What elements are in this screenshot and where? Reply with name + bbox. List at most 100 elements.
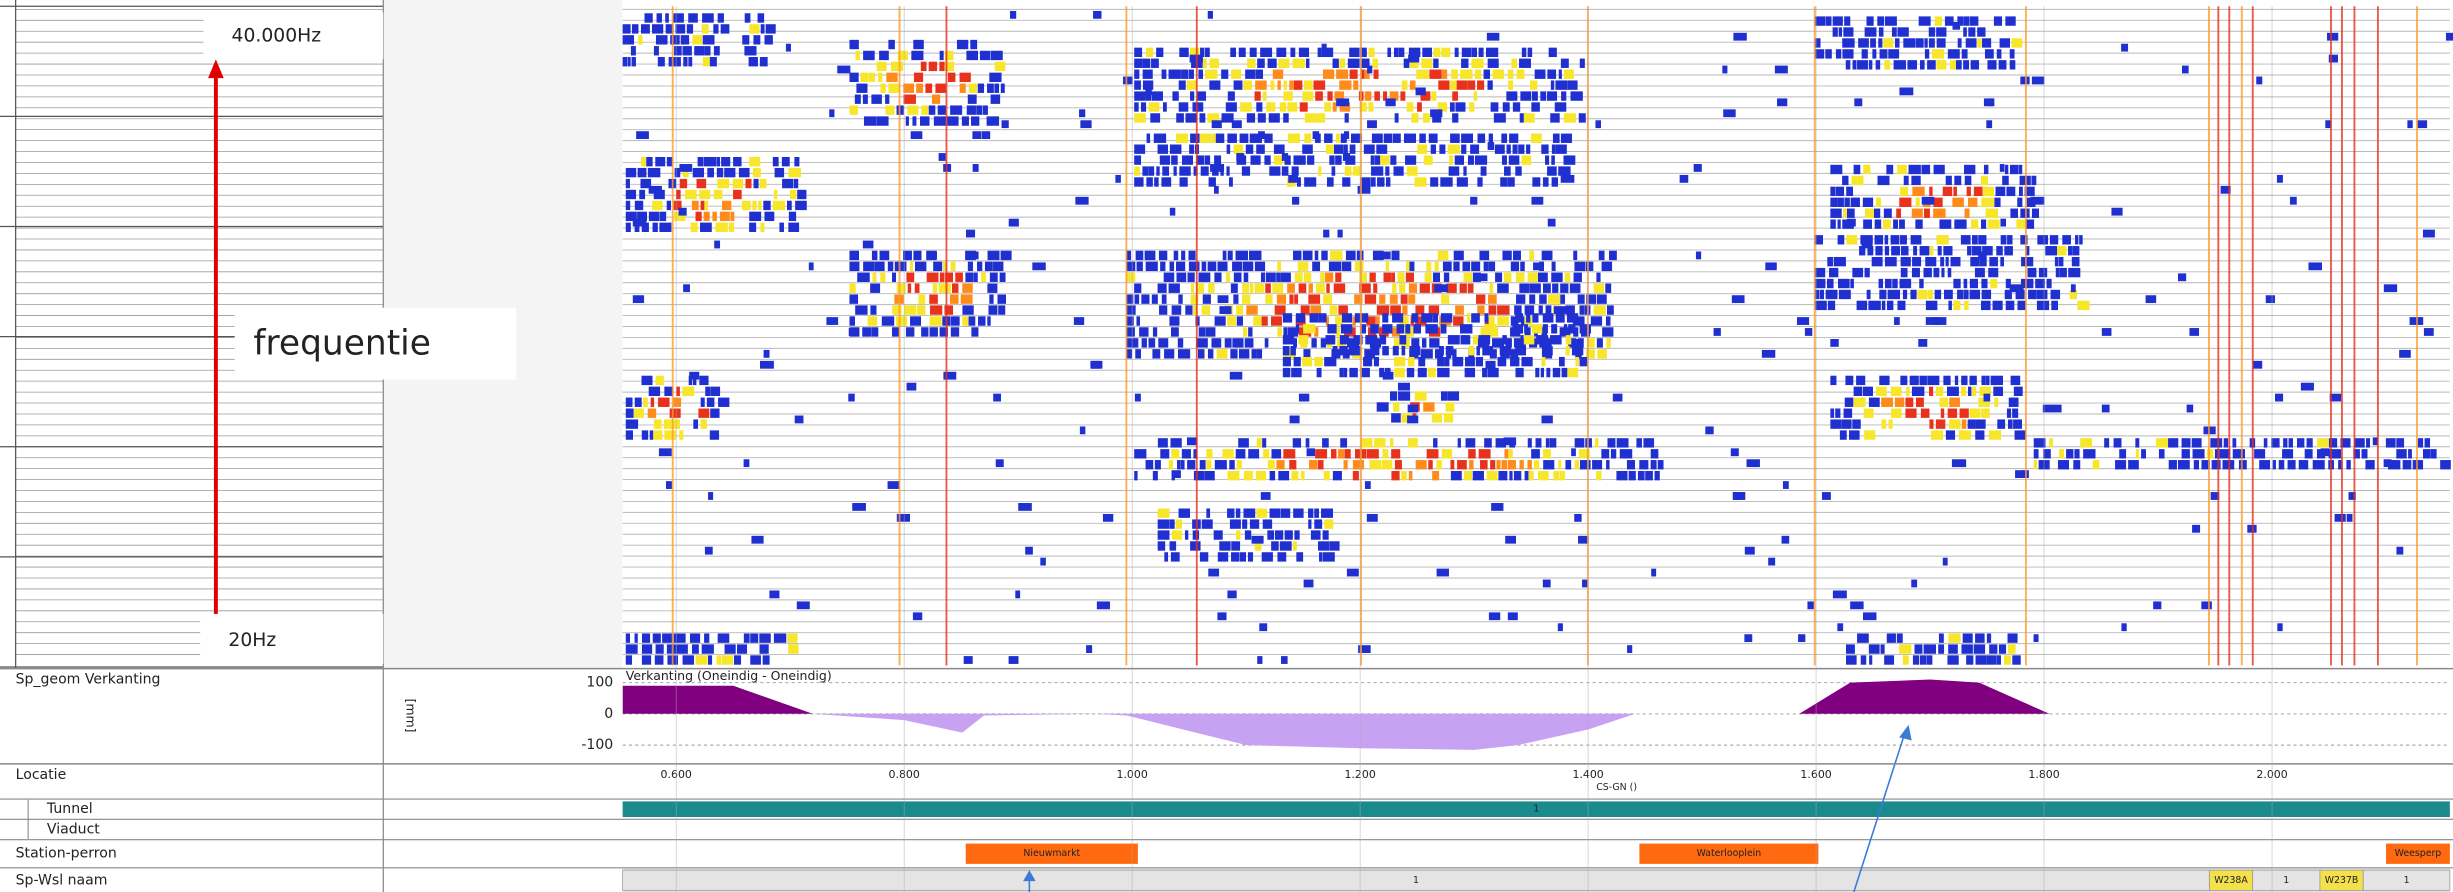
spectrum-cell (1814, 16, 1826, 26)
spectrum-cell (1928, 27, 1936, 37)
spectrum-cell (657, 57, 665, 67)
spectrum-cell (676, 189, 681, 200)
spectrum-cell (1398, 391, 1411, 401)
spectrum-cell (1373, 356, 1380, 367)
spectrum-cell (1298, 283, 1307, 293)
spectrum-cell (1845, 375, 1854, 386)
spectrum-cell (1475, 273, 1488, 282)
spectrum-cell (906, 272, 915, 282)
spectrum-cell (1391, 470, 1400, 481)
spectrum-cell (1925, 317, 1940, 325)
spectrum-cell (648, 211, 660, 222)
spectrum-cell (707, 655, 713, 665)
spectrum-cell (990, 50, 1003, 61)
spectrum-cell (1953, 278, 1961, 289)
spectrum-cell (625, 644, 638, 654)
spectrum-cell (1578, 449, 1590, 459)
spectrum-cell (1835, 186, 1845, 197)
spectrum-cell (1157, 530, 1170, 540)
spectrum-cell (1227, 133, 1237, 143)
spectrum-cell (1437, 250, 1449, 261)
spectrum-cell (1358, 645, 1371, 653)
spectrum-cell (1920, 408, 1930, 418)
spectrum-cell (1931, 430, 1944, 440)
spectrum-cell (1304, 80, 1313, 90)
spectrum-cell (1199, 113, 1206, 123)
spectrum-cell (1984, 49, 1994, 59)
spectrum-cell (1282, 335, 1295, 345)
spectrum-cell (1961, 49, 1968, 59)
spectrum-cell (1968, 197, 1978, 207)
spectrum-cell (1452, 349, 1457, 359)
spectrum-cell (1982, 246, 1993, 256)
spectrum-cell (1245, 69, 1256, 79)
spectrum-cell (1587, 338, 1595, 348)
spectrum-cell (913, 39, 924, 50)
spectrum-cell (1983, 164, 1989, 175)
spectrum-cell (1145, 87, 1152, 96)
spectrum-cell (2287, 460, 2296, 470)
spectrum-cell (1303, 324, 1316, 334)
spectrum-cell (630, 46, 636, 56)
spectrum-cell (1730, 448, 1739, 457)
spectrum-cell (2365, 460, 2375, 470)
spectrum-cell (1330, 250, 1343, 261)
spectrum-cell (718, 397, 730, 407)
spectrum-cell (1993, 16, 2003, 26)
spectrum-cell (993, 393, 1002, 402)
spectrum-cell (1954, 219, 1967, 229)
spectrum-cell (1256, 102, 1263, 112)
spectrum-cell (1415, 87, 1426, 96)
spectrum-cell (990, 94, 1001, 104)
spectrum-cell (1233, 144, 1244, 154)
spectrum-cell (1371, 166, 1384, 176)
spectrum-cell (1242, 519, 1248, 529)
spectrum-cell (1148, 338, 1156, 348)
spectrum-cell (1134, 58, 1143, 68)
spectrum-cell (903, 83, 915, 93)
spectrum-cell (860, 72, 869, 83)
spectrum-cell (1339, 335, 1349, 345)
spectrum-cell (2178, 460, 2190, 470)
spectrum-cell (2062, 235, 2071, 245)
spectrum-cell (636, 131, 649, 140)
spectrum-cell (1470, 144, 1480, 154)
spectrum-cell (1606, 460, 1610, 470)
spectrum-cell (1942, 186, 1953, 197)
spectrum-cell (855, 50, 860, 61)
left-panel (0, 0, 384, 892)
x-axis-name: CS-GN () (1596, 782, 1637, 793)
spectrum-cell (1550, 113, 1560, 123)
spectrum-cell (2033, 449, 2039, 459)
spectrum-cell (764, 211, 775, 222)
spectrum-cell (1415, 316, 1427, 326)
spectrum-cell (1550, 80, 1555, 90)
spectrum-cell (1179, 47, 1189, 58)
spectrum-cell (1541, 144, 1549, 154)
spectrum-cell (1722, 65, 1728, 74)
spectrum-cell (1940, 256, 1945, 267)
spectrum-cell (1236, 305, 1244, 315)
spectrum-cell (1140, 102, 1147, 112)
spectrum-cell (688, 57, 693, 67)
spectrum-cell (2396, 449, 2407, 459)
spectrum-cell (2306, 438, 2313, 448)
spectrum-cell (1139, 327, 1149, 337)
spectrum-cell (1856, 375, 1866, 386)
spectrum-cell (1364, 349, 1375, 359)
spectrum-cell (1523, 113, 1535, 123)
spectrum-cell (1269, 470, 1276, 481)
spectrum-cell (1408, 294, 1416, 304)
spectrum-cell (734, 655, 742, 665)
spectrum-cell (1575, 356, 1579, 367)
spectrum-cell (1233, 272, 1242, 282)
spectrum-cell (2128, 460, 2139, 470)
spectrum-cell (1910, 235, 1922, 245)
spectrum-cell (1915, 219, 1923, 229)
spectrum-cell (1542, 313, 1554, 323)
spectrum-cell (1558, 166, 1571, 176)
spectrum-cell (955, 272, 963, 282)
spectrum-cell (1405, 155, 1417, 165)
spectrum-cell (678, 207, 687, 216)
spectrum-cell (1368, 47, 1375, 58)
